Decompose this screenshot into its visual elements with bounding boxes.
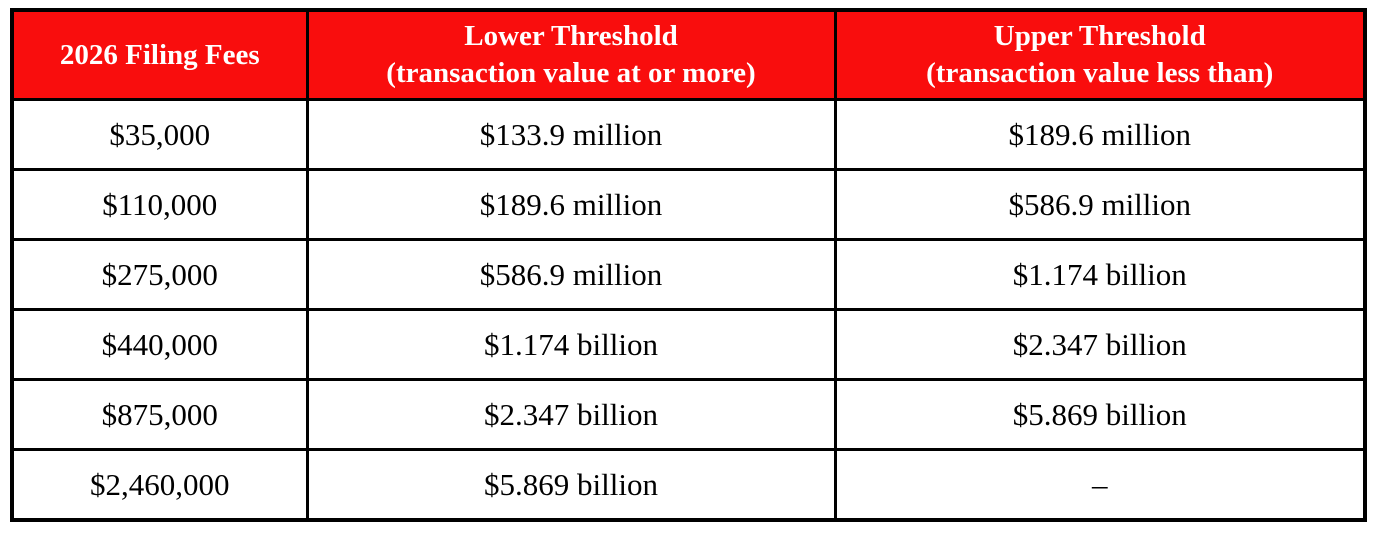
table-row: $440,000 $1.174 billion $2.347 billion [10,308,1367,381]
upper-threshold-cell: $1.174 billion [833,238,1367,311]
lower-threshold-cell: $5.869 billion [305,448,837,522]
header-cell-lower-threshold: Lower Threshold (transaction value at or… [305,8,837,101]
table-row: $35,000 $133.9 million $189.6 million [10,98,1367,171]
lower-threshold-cell: $133.9 million [305,98,837,171]
fee-cell: $35,000 [10,98,309,171]
upper-threshold-cell: $189.6 million [833,98,1367,171]
filing-fees-table: 2026 Filing Fees Lower Threshold (transa… [10,8,1367,522]
upper-threshold-cell: $2.347 billion [833,308,1367,381]
header-label: Lower Threshold [464,20,678,52]
fee-cell: $275,000 [10,238,309,311]
fee-cell: $440,000 [10,308,309,381]
lower-threshold-cell: $586.9 million [305,238,837,311]
header-label: Upper Threshold [993,20,1206,52]
upper-threshold-cell: $586.9 million [833,168,1367,241]
table-row: $875,000 $2.347 billion $5.869 billion [10,378,1367,451]
fee-cell: $2,460,000 [10,448,309,522]
header-cell-upper-threshold: Upper Threshold (transaction value less … [833,8,1367,101]
fee-cell: $875,000 [10,378,309,451]
header-sublabel: (transaction value at or more) [386,57,756,89]
header-label: 2026 Filing Fees [59,38,260,71]
lower-threshold-cell: $1.174 billion [305,308,837,381]
table-row: $275,000 $586.9 million $1.174 billion [10,238,1367,311]
table-row: $2,460,000 $5.869 billion – [10,448,1367,522]
upper-threshold-cell: $5.869 billion [833,378,1367,451]
lower-threshold-cell: $2.347 billion [305,378,837,451]
upper-threshold-cell: – [833,448,1367,522]
table-body: $35,000 $133.9 million $189.6 million $1… [10,98,1367,522]
fee-cell: $110,000 [10,168,309,241]
header-cell-filing-fees: 2026 Filing Fees [10,8,309,101]
table-header-row: 2026 Filing Fees Lower Threshold (transa… [10,8,1367,101]
header-sublabel: (transaction value less than) [926,57,1274,89]
lower-threshold-cell: $189.6 million [305,168,837,241]
table-row: $110,000 $189.6 million $586.9 million [10,168,1367,241]
